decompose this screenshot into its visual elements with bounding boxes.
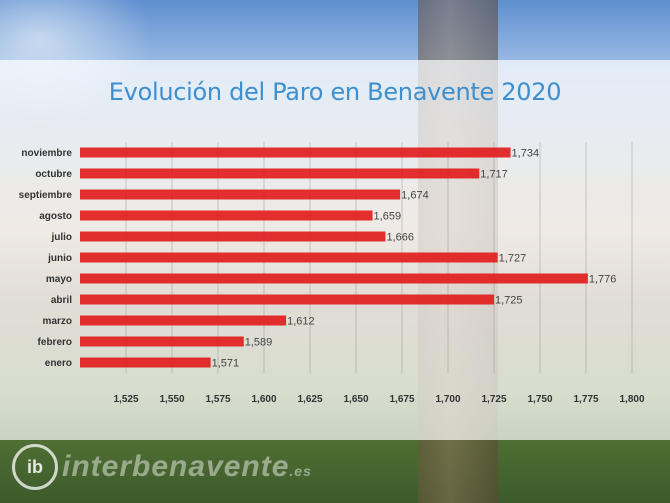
- bar-value-label: 1,612: [287, 316, 315, 328]
- bar-value-label: 1,776: [589, 274, 617, 286]
- x-tick-label: 1,600: [251, 394, 276, 405]
- x-tick-label: 1,725: [481, 394, 506, 405]
- bar-value-label: 1,666: [386, 232, 414, 244]
- bar: [80, 147, 511, 158]
- y-category-label: septiembre: [19, 190, 73, 201]
- bar-value-label: 1,727: [499, 253, 527, 265]
- chart-panel: [0, 60, 670, 440]
- x-tick-label: 1,775: [573, 394, 598, 405]
- watermark: ib interbenavente.es: [12, 444, 312, 490]
- watermark-suffix: .es: [289, 463, 312, 479]
- x-tick-label: 1,750: [527, 394, 552, 405]
- bar: [80, 336, 244, 347]
- y-category-label: agosto: [39, 211, 72, 222]
- x-tick-label: 1,700: [435, 394, 460, 405]
- bar: [80, 294, 494, 305]
- x-tick-label: 1,650: [343, 394, 368, 405]
- bar: [80, 231, 386, 242]
- y-category-label: febrero: [38, 337, 72, 348]
- bar: [80, 168, 480, 179]
- watermark-name: interbenavente: [62, 450, 290, 483]
- watermark-logo: ib: [12, 444, 58, 490]
- bar: [80, 189, 401, 200]
- chart-title: Evolución del Paro en Benavente 2020: [108, 78, 562, 106]
- bar-value-label: 1,589: [245, 337, 273, 349]
- y-category-label: marzo: [43, 316, 72, 327]
- bar-value-label: 1,674: [401, 190, 429, 202]
- bar: [80, 273, 588, 284]
- x-tick-label: 1,625: [297, 394, 322, 405]
- watermark-text: interbenavente.es: [62, 450, 312, 484]
- x-tick-label: 1,525: [113, 394, 138, 405]
- bar: [80, 315, 287, 326]
- y-category-label: junio: [47, 253, 72, 264]
- bar-value-label: 1,659: [374, 211, 402, 223]
- bar-value-label: 1,717: [480, 169, 508, 181]
- bar-value-label: 1,725: [495, 295, 523, 307]
- bar: [80, 252, 498, 263]
- x-tick-label: 1,800: [619, 394, 644, 405]
- y-category-label: abril: [51, 295, 72, 306]
- bar: [80, 210, 373, 221]
- bar-value-label: 1,734: [512, 148, 540, 160]
- x-tick-label: 1,550: [159, 394, 184, 405]
- y-category-label: mayo: [46, 274, 72, 285]
- x-tick-label: 1,575: [205, 394, 230, 405]
- y-category-label: octubre: [35, 169, 72, 180]
- y-category-label: noviembre: [21, 148, 72, 159]
- y-category-label: enero: [45, 358, 72, 369]
- bar-value-label: 1,571: [212, 358, 240, 370]
- bar: [80, 357, 211, 368]
- x-tick-label: 1,675: [389, 394, 414, 405]
- y-category-label: julio: [50, 232, 72, 243]
